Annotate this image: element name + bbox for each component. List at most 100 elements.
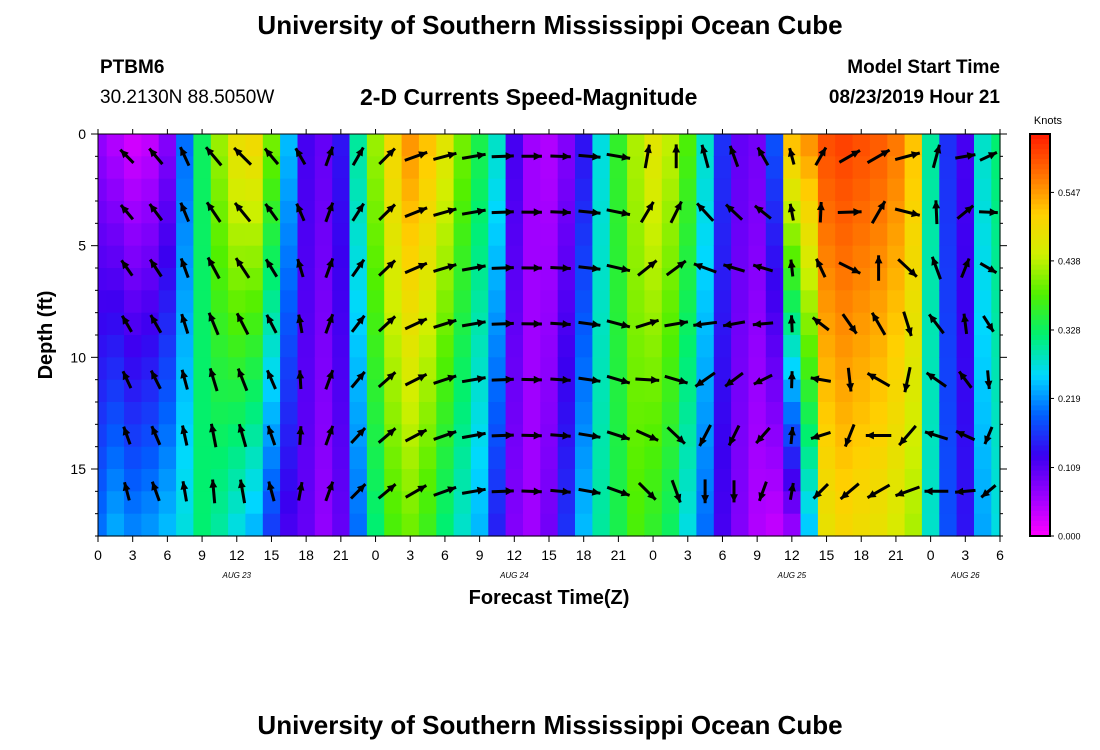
x-tick-label: 9 [476,547,484,563]
arrow-head [729,145,737,155]
heatmap-cell [974,268,992,291]
heatmap-cell [783,268,802,291]
arrow-head [851,266,861,274]
arrow-head [122,371,130,381]
arrow-head [122,426,131,436]
arrow-head [121,260,130,270]
heatmap-cell [262,446,281,470]
colorbar-segment [1030,531,1050,537]
arrow-head [985,322,994,332]
arrow-head [895,489,905,497]
heatmap-cell [228,156,246,180]
arrow-head [208,257,216,267]
heatmap-cell [106,201,125,224]
heatmap-cell [314,178,333,202]
y-tick-label: 15 [70,461,86,477]
colorbar-segment [1030,224,1050,230]
heatmap-cell [644,156,663,180]
colorbar-segment [1030,309,1050,316]
heatmap-cell [731,268,749,291]
current-arrow [664,319,689,328]
heatmap-cell [505,245,524,269]
heatmap-cell [783,513,802,537]
current-arrow [730,480,738,503]
heatmap-cell [783,469,802,492]
current-arrow [752,263,774,273]
heatmap-cell [783,156,802,180]
heatmap-cell [436,357,455,381]
colorbar-segment [1030,314,1050,321]
heatmap-cell [366,245,385,269]
arrow-head [908,268,917,277]
heatmap-cell [904,491,923,515]
heatmap-cell [956,379,975,403]
colorbar-segment [1030,475,1050,482]
heatmap-cell [939,446,958,470]
arrow-head [810,375,820,384]
heatmap-cell [488,178,507,202]
heatmap-cell [193,357,212,381]
arrow-head [933,144,942,154]
colorbar-segment [1030,370,1050,376]
heatmap-cell [401,469,420,492]
heatmap-cell [193,156,212,180]
current-arrow [894,207,921,218]
arrow-head [476,207,486,216]
heatmap-cell [366,312,385,336]
heatmap-cell [228,402,246,425]
heatmap-cell [228,513,246,537]
heatmap-cell [505,134,524,157]
current-arrow [461,263,486,272]
heatmap-cell [887,156,906,180]
current-arrow [296,370,305,390]
heatmap-cell [436,469,455,492]
arrow-head [150,259,158,269]
date-label: AUG 23 [222,571,252,580]
heatmap-cell [245,223,264,247]
heatmap-cell [384,178,403,202]
arrow-head [476,151,486,160]
heatmap-cell [210,223,229,247]
heatmap-cell [921,245,940,269]
heatmap-cell [453,402,472,425]
current-arrow [378,259,397,277]
heatmap-cell [904,134,923,157]
heatmap-cell [453,223,472,247]
current-arrow [119,204,135,221]
heatmap-cell [436,245,455,269]
heatmap-cell [748,357,767,381]
colorbar-segment [1030,450,1050,457]
heatmap-cell [731,379,749,403]
heatmap-cell [817,513,836,537]
heatmap-cell [193,201,212,224]
heatmap-cell [679,513,697,537]
heatmap-cell [523,446,541,470]
heatmap-cell [557,290,576,314]
heatmap-cell [765,312,784,336]
heatmap-cell [921,491,940,515]
current-arrow [724,371,744,388]
heatmap-cell [696,335,715,358]
heatmap-cell [869,290,888,314]
heatmap-cell [592,268,611,291]
arrow-head [533,152,542,161]
heatmap-cell [679,357,697,381]
heatmap-cell [124,290,142,314]
arrow-head [355,147,364,157]
current-arrow [865,431,892,440]
heatmap-cell [661,513,680,537]
heatmap-cell [609,223,628,247]
heatmap-cell [765,446,784,470]
heatmap-cell [800,134,819,157]
heatmap-cell [176,402,194,425]
heatmap-cell [627,469,645,492]
heatmap-cell [956,446,975,470]
heatmap-cell [141,491,160,515]
heatmap-cell [384,491,403,515]
heatmap-cell [106,379,125,403]
heatmap-cell [176,268,194,291]
current-arrow [816,201,825,223]
heatmap-cell [713,335,732,358]
heatmap-cell [921,335,940,358]
heatmap-cells [98,134,1001,537]
